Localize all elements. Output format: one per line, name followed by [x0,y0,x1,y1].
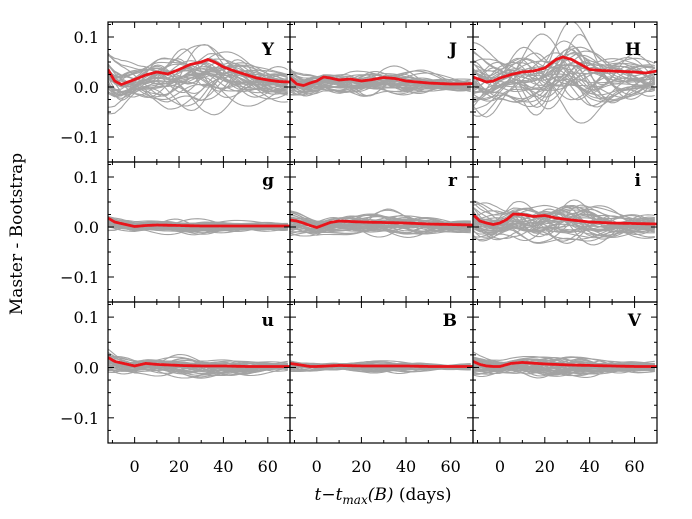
ticks [473,22,658,163]
bootstrap-curve [290,69,471,88]
panel-i: i [472,161,658,303]
panel-Y: Y [107,21,291,163]
panel-grid: Y J Hg r i u B V [107,21,658,444]
y-tick-label: 0.0 [74,358,99,377]
x-tick-label: 20 [535,457,555,476]
x-axis-title-unit: (days) [394,485,452,505]
master-curve-Y [108,58,290,86]
panel-u: u [107,301,291,444]
bootstrap-curve [290,74,471,87]
y-tick-label: 0.1 [74,308,99,327]
y-tick-labels: 0.1 0.0 −0.1 0.1 0.0 −0.1 0.1 0.0 −0.1 [60,28,99,428]
panel-B: B [289,301,474,444]
x-tick-label: 40 [396,457,416,476]
x-axis-title: t−tmax(B) (days) [314,485,451,507]
x-tick-label: 40 [580,457,600,476]
bootstrap-curve [473,52,655,101]
x-tick-label: 0 [130,457,140,476]
y-tick-label: −0.1 [60,409,99,428]
panel-g: g [107,161,291,303]
bootstrap-curve [473,356,655,370]
x-axis-title-paren: (B) [368,485,394,505]
bootstrap-curve [290,217,471,238]
panel-J: J [289,21,474,163]
y-axis-title: Master - Bootstrap [7,153,27,315]
x-tick-labels: 0 20 40 60 0 20 40 60 0 20 40 60 [130,457,645,476]
y-tick-label: 0.1 [74,168,99,187]
y-tick-label: −0.1 [60,128,99,147]
panel-label-J: J [447,40,457,60]
x-tick-label: 40 [213,457,233,476]
bootstrap-curve [473,22,656,101]
x-tick-label: 60 [258,457,278,476]
panel-label-u: u [262,311,274,331]
master-curve-B [290,362,473,368]
bootstrap-curve [473,222,655,242]
master-curve-V [473,360,657,368]
y-tick-label: 0.1 [74,28,99,47]
master-curve-i [473,212,657,226]
bootstrap-curve [290,73,471,89]
master-curve-r [290,218,473,229]
bootstrap-curve [108,76,289,115]
master-curve-u [108,356,290,368]
bootstrap-curve [108,61,288,79]
panel-label-H: H [625,40,641,60]
bootstrap-curve [473,362,655,374]
x-tick-label: 20 [169,457,189,476]
x-tick-label: 20 [351,457,371,476]
panel-V: V [472,301,658,444]
bootstrap-curve [473,220,655,244]
x-axis-title-minus: − [321,485,335,505]
x-tick-label: 0 [312,457,322,476]
x-axis-title-sub: max [342,493,368,507]
bootstrap-curve [290,224,471,237]
panel-H: H [472,21,658,163]
bootstrap-curve [290,217,471,230]
panel-r: r [289,161,474,303]
panel-label-V: V [627,311,642,331]
bootstrap-curve [473,217,655,242]
bootstrap-curve [473,33,655,94]
bootstrap-curve [108,67,289,98]
panel-label-r: r [448,171,458,191]
panel-label-g: g [262,171,274,191]
y-tick-label: 0.0 [74,218,99,237]
x-tick-label: 0 [495,457,505,476]
bootstrap-curve [108,364,288,375]
bootstrap-curve [108,79,289,94]
ticks [473,302,658,444]
bootstrap-curve [108,367,288,375]
bootstrap-curve [290,366,471,373]
panel-label-B: B [443,311,457,331]
bootstrap-curve [473,51,656,108]
panel-label-i: i [635,171,642,191]
panel-label-Y: Y [261,40,275,60]
bootstrap-curve [108,219,288,226]
x-axis-title-t: t [314,485,321,505]
y-tick-label: −0.1 [60,268,99,287]
bootstrap-curve [473,64,655,108]
bootstrap-curve [108,66,289,108]
master-curve-H [473,55,657,84]
bootstrap-curve [473,206,655,234]
y-tick-label: 0.0 [74,78,99,97]
bootstrap-curve [108,223,288,230]
x-axis-title-tmax: t [336,485,343,505]
x-tick-label: 60 [441,457,461,476]
bootstrap-curve [108,70,288,112]
master-curve-J [290,75,473,87]
x-tick-label: 60 [624,457,644,476]
bootstrap-curve [473,78,655,104]
master-curve-g [108,216,290,228]
panel-frame [472,301,658,444]
